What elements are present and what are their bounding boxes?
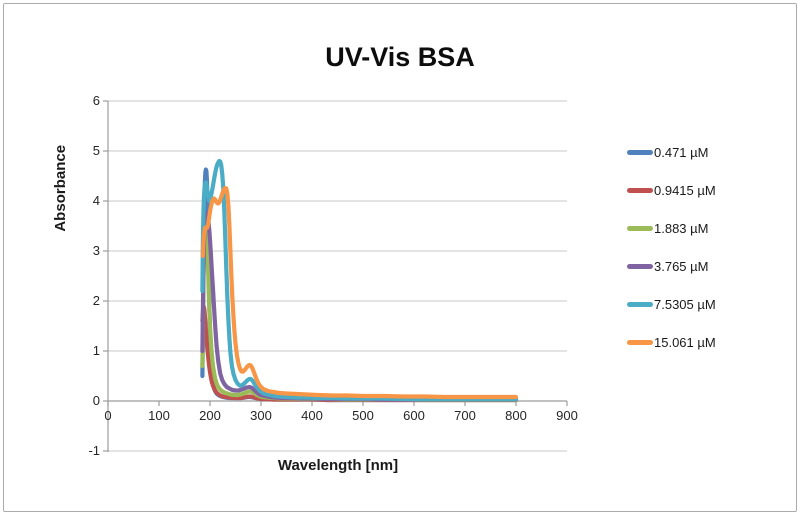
y-tick-label-4: 4: [92, 193, 100, 208]
y-tick-label-6: 6: [92, 93, 100, 108]
x-tick-label-500: 500: [352, 408, 374, 423]
y-tick-label--1: -1: [88, 443, 100, 458]
legend-entry-2: 0.9415 µM: [627, 180, 716, 200]
legend-swatch-icon: [627, 263, 653, 269]
x-tick-label-800: 800: [505, 408, 527, 423]
legend-label: 1.883 µM: [654, 220, 709, 236]
y-tick-label-2: 2: [92, 293, 100, 308]
chart-title: UV-Vis BSA: [325, 42, 475, 72]
legend-label: 15.061 µM: [654, 334, 716, 350]
y-tick-label-3: 3: [92, 243, 100, 258]
x-tick-label-600: 600: [403, 408, 425, 423]
x-tick-label-900: 900: [556, 408, 578, 423]
legend-label: 0.9415 µM: [654, 182, 716, 198]
x-tick-label-0: 0: [104, 408, 112, 423]
legend-entry-5: 7.5305 µM: [627, 294, 716, 314]
legend-entry-4: 3.765 µM: [627, 256, 708, 276]
legend-swatch-icon: [627, 149, 653, 155]
legend-label: 7.5305 µM: [654, 296, 716, 312]
legend-entry-6: 15.061 µM: [627, 332, 716, 352]
series-line-15.061-µM: [200, 185, 519, 400]
series-line-1.883-µM: [200, 225, 519, 403]
chart-border-frame: [3, 3, 797, 512]
x-tick-label-400: 400: [301, 408, 323, 423]
series-line-3.765-µM: [200, 210, 519, 402]
legend-label: 3.765 µM: [654, 258, 709, 274]
legend-swatch-icon: [627, 339, 653, 345]
x-tick-label-100: 100: [148, 408, 170, 423]
x-tick-label-200: 200: [199, 408, 221, 423]
legend-entry-1: 0.471 µM: [627, 142, 708, 162]
legend-label: 0.471 µM: [654, 144, 709, 160]
x-tick-label-700: 700: [454, 408, 476, 423]
legend-swatch-icon: [627, 225, 653, 231]
legend-swatch-icon: [627, 187, 653, 193]
y-tick-label-0: 0: [92, 393, 100, 408]
y-tick-label-5: 5: [92, 143, 100, 158]
y-tick-label-1: 1: [92, 343, 100, 358]
x-tick-label-300: 300: [250, 408, 272, 423]
series-line-7.5305-µM: [200, 158, 519, 402]
legend-entry-3: 1.883 µM: [627, 218, 708, 238]
legend-swatch-icon: [627, 301, 653, 307]
x-axis-title: Wavelength [nm]: [277, 457, 399, 474]
